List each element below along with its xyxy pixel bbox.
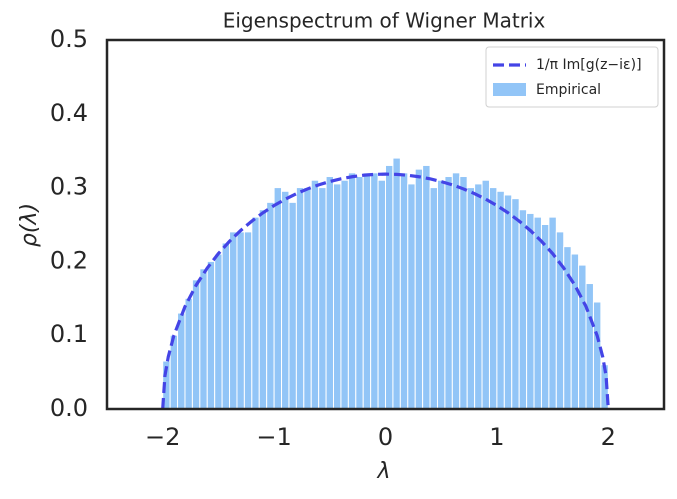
bar bbox=[266, 201, 275, 410]
density-line bbox=[161, 172, 610, 410]
bar bbox=[370, 172, 379, 410]
bar bbox=[206, 260, 216, 410]
bar bbox=[518, 209, 528, 410]
bar bbox=[281, 190, 290, 410]
bar bbox=[592, 301, 602, 410]
x-tick-label: −1 bbox=[256, 423, 291, 451]
bar bbox=[325, 176, 335, 410]
bar bbox=[511, 198, 520, 410]
bar bbox=[184, 297, 193, 410]
bar bbox=[570, 253, 580, 410]
chart-title: Eigenspectrum of Wigner Matrix bbox=[223, 9, 546, 33]
bar bbox=[436, 179, 446, 410]
bar bbox=[496, 190, 505, 410]
bar bbox=[236, 231, 245, 410]
bar bbox=[288, 201, 297, 410]
bar bbox=[362, 172, 372, 410]
bar bbox=[191, 279, 201, 410]
x-tick-label: 2 bbox=[601, 423, 616, 451]
y-axis-label: ρ(λ) bbox=[17, 203, 42, 247]
bar bbox=[429, 187, 438, 410]
bar bbox=[229, 231, 238, 410]
bar bbox=[481, 179, 490, 410]
bar bbox=[169, 334, 179, 410]
bar bbox=[555, 231, 565, 410]
bar bbox=[295, 187, 305, 410]
bar bbox=[377, 179, 386, 410]
y-tick-label: 0.5 bbox=[50, 25, 88, 53]
bar bbox=[548, 216, 557, 410]
bar bbox=[221, 242, 231, 410]
bar bbox=[273, 187, 283, 410]
bar bbox=[333, 183, 342, 410]
x-tick-label: −2 bbox=[145, 423, 180, 451]
bar bbox=[199, 268, 208, 410]
bar bbox=[347, 172, 357, 410]
bar bbox=[399, 172, 409, 410]
y-tick-label: 0.4 bbox=[50, 99, 88, 127]
legend-box bbox=[485, 46, 659, 108]
bar bbox=[243, 231, 253, 410]
bar bbox=[422, 164, 431, 410]
y-tick-label: 0.3 bbox=[50, 173, 88, 201]
bar bbox=[444, 176, 453, 410]
bar bbox=[488, 187, 498, 410]
bar bbox=[340, 179, 349, 410]
bar bbox=[310, 179, 320, 410]
bar bbox=[258, 209, 268, 410]
bar bbox=[503, 194, 513, 410]
bar bbox=[251, 216, 260, 410]
bar bbox=[318, 187, 327, 410]
bar bbox=[451, 172, 461, 410]
y-tick-label: 0.0 bbox=[50, 394, 88, 422]
bar bbox=[585, 283, 594, 410]
x-tick-label: 0 bbox=[378, 423, 393, 451]
plot-frame bbox=[105, 38, 666, 411]
bar bbox=[563, 246, 572, 410]
y-tick-label: 0.2 bbox=[50, 246, 88, 274]
bar bbox=[474, 183, 483, 410]
legend-patch bbox=[493, 83, 526, 96]
bar bbox=[303, 187, 312, 410]
bar bbox=[392, 157, 401, 410]
y-tick-label: 0.1 bbox=[50, 320, 88, 348]
bar bbox=[466, 187, 476, 410]
bar bbox=[533, 216, 542, 410]
bar bbox=[355, 176, 364, 410]
bar bbox=[459, 176, 468, 410]
x-axis-label: λ bbox=[376, 459, 390, 484]
x-tick-label: 1 bbox=[489, 423, 504, 451]
bar bbox=[414, 168, 424, 410]
bar bbox=[385, 164, 394, 410]
bar bbox=[407, 183, 416, 410]
legend-label: Empirical bbox=[536, 82, 601, 98]
bar bbox=[526, 212, 535, 410]
bar bbox=[578, 264, 587, 410]
bar bbox=[214, 253, 223, 410]
legend-label: 1/π Im[g(z−iε)] bbox=[536, 57, 642, 73]
bar bbox=[540, 224, 550, 410]
